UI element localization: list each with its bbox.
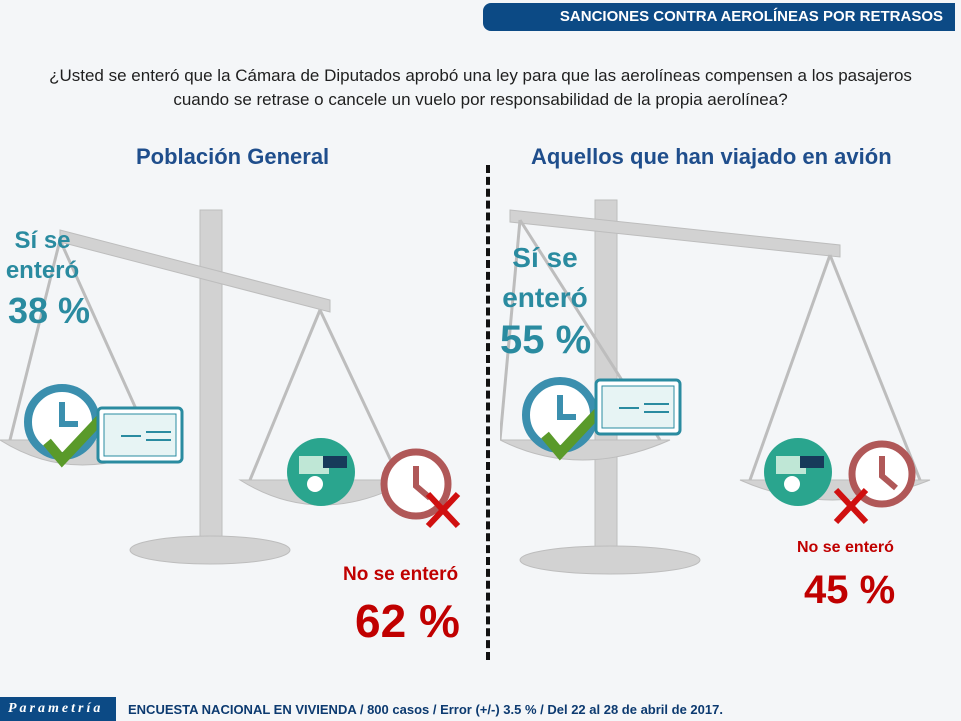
parametria-logo: Parametría xyxy=(0,697,116,721)
yes-label: enteró xyxy=(502,282,588,313)
header-banner: SANCIONES CONTRA AEROLÍNEAS POR RETRASOS xyxy=(483,3,955,31)
no-label: No se enteró xyxy=(797,539,894,556)
no-value: 45 % xyxy=(804,568,896,612)
yes-value: 38 % xyxy=(8,290,91,331)
yes-label: enteró xyxy=(5,257,80,284)
panel-divider xyxy=(486,165,490,660)
ticket-icon xyxy=(594,378,682,436)
money-hand-icon xyxy=(287,438,355,506)
clock-check-icon xyxy=(522,377,609,461)
yes-label: Sí se xyxy=(14,227,71,254)
scale-illustration-right xyxy=(500,199,931,575)
ticket-icon xyxy=(96,406,184,464)
panel-title-travelers: Aquellos que han viajado en avión xyxy=(531,144,892,169)
yes-label: Sí se xyxy=(512,242,578,273)
clock-x-icon xyxy=(380,448,461,529)
no-label: No se enteró xyxy=(343,564,459,585)
panel-title-general: Población General xyxy=(136,144,330,169)
clock-check-icon xyxy=(24,384,111,468)
scale-illustration-left xyxy=(0,209,412,565)
clock-x-icon xyxy=(833,440,916,525)
survey-footnote: ENCUESTA NACIONAL EN VIVIENDA / 800 caso… xyxy=(128,702,723,717)
money-hand-icon xyxy=(764,438,832,506)
no-value: 62 % xyxy=(355,595,460,647)
yes-value: 55 % xyxy=(500,318,592,362)
survey-question: ¿Usted se enteró que la Cámara de Diputa… xyxy=(49,66,912,109)
